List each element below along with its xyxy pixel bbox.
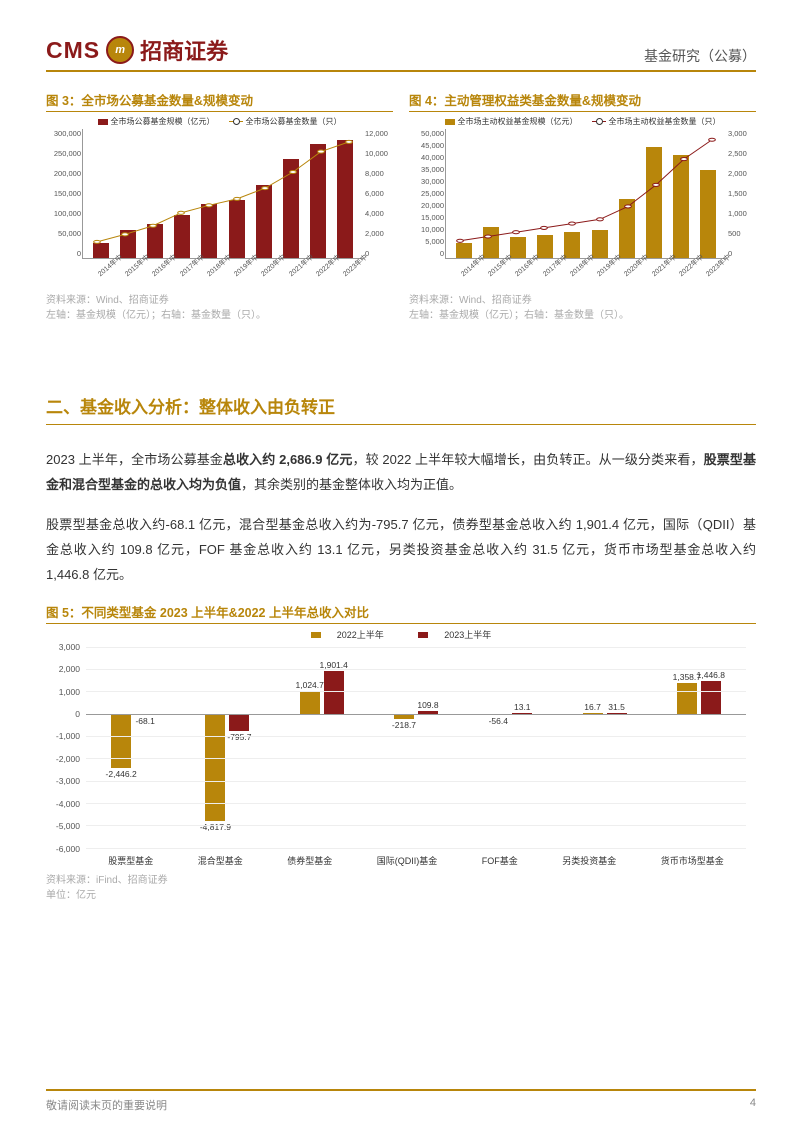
logo: CMS m 招商证券: [46, 34, 228, 66]
logo-icon: m: [106, 36, 134, 64]
chart-5: 图 5：不同类型基金 2023 上半年&2022 上半年总收入对比 2022上半…: [46, 602, 756, 903]
chart5-title: 图 5：不同类型基金 2023 上半年&2022 上半年总收入对比: [46, 602, 756, 624]
chart-3: 图 3：全市场公募基金数量&规模变动 全市场公募基金规模（亿元） 全市场公募基金…: [46, 90, 393, 323]
chart4-legend: 全市场主动权益基金规模（亿元） 全市场主动权益基金数量（只）: [409, 116, 756, 127]
paragraph-1: 2023 上半年，全市场公募基金总收入约 2,686.9 亿元，较 2022 上…: [46, 447, 756, 498]
chart-4: 图 4：主动管理权益类基金数量&规模变动 全市场主动权益基金规模（亿元） 全市场…: [409, 90, 756, 323]
chart3-plot: 300,000250,000200,000150,000100,00050,00…: [82, 129, 363, 259]
footer-note: 敬请阅读末页的重要说明: [46, 1097, 167, 1113]
section-title: 二、基金收入分析：整体收入由负转正: [46, 393, 756, 425]
chart5-legend: 2022上半年 2023上半年: [46, 628, 756, 641]
chart4-title: 图 4：主动管理权益类基金数量&规模变动: [409, 90, 756, 112]
page-number: 4: [750, 1097, 756, 1113]
chart3-title: 图 3：全市场公募基金数量&规模变动: [46, 90, 393, 112]
chart4-source: 资料来源：Wind、招商证券 左轴：基金规模（亿元）；右轴：基金数量（只）。: [409, 293, 756, 323]
page-footer: 敬请阅读末页的重要说明 4: [46, 1089, 756, 1113]
chart5-source: 资料来源：iFind、招商证券 单位：亿元: [46, 873, 756, 903]
company-name: 招商证券: [140, 34, 228, 66]
page-header: CMS m 招商证券 基金研究（公募）: [46, 34, 756, 72]
chart3-source: 资料来源：Wind、招商证券 左轴：基金规模（亿元）；右轴：基金数量（只）。: [46, 293, 393, 323]
header-category: 基金研究（公募）: [644, 46, 756, 66]
logo-cms: CMS: [46, 37, 100, 64]
chart4-plot: 50,00045,00040,00035,00030,00025,00020,0…: [445, 129, 726, 259]
paragraph-2: 股票型基金总收入约-68.1 亿元，混合型基金总收入约为-795.7 亿元，债券…: [46, 512, 756, 588]
chart3-legend: 全市场公募基金规模（亿元） 全市场公募基金数量（只）: [46, 116, 393, 127]
